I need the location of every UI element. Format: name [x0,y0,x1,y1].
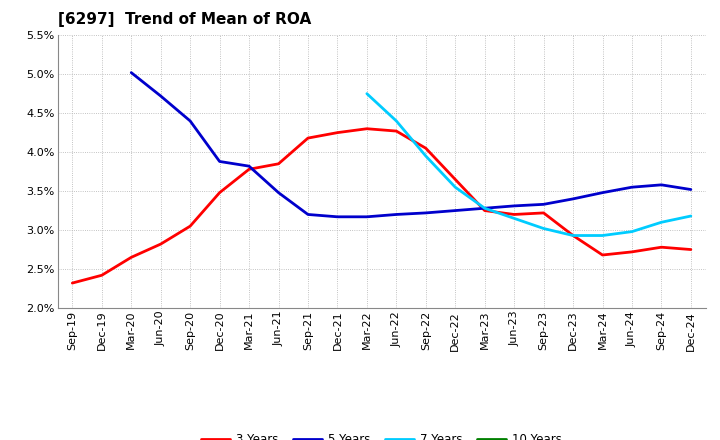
7 Years [569,233,577,238]
7 Years [392,118,400,124]
5 Years [392,212,400,217]
3 Years [539,210,548,216]
5 Years [363,214,372,220]
5 Years [156,93,165,99]
Line: 5 Years: 5 Years [131,73,691,217]
5 Years [186,118,194,124]
7 Years [657,220,666,225]
3 Years [480,208,489,213]
3 Years [363,126,372,132]
7 Years [539,226,548,231]
5 Years [304,212,312,217]
7 Years [628,229,636,234]
3 Years [304,136,312,141]
5 Years [127,70,135,75]
3 Years [127,255,135,260]
3 Years [186,224,194,229]
5 Years [274,190,283,195]
3 Years [421,146,430,151]
7 Years [480,205,489,211]
3 Years [156,242,165,247]
7 Years [598,233,607,238]
3 Years [569,233,577,238]
Line: 3 Years: 3 Years [72,129,691,283]
Text: [6297]  Trend of Mean of ROA: [6297] Trend of Mean of ROA [58,12,311,27]
3 Years [510,212,518,217]
5 Years [687,187,696,192]
5 Years [480,205,489,211]
Line: 7 Years: 7 Years [367,94,691,235]
7 Years [421,154,430,159]
5 Years [421,210,430,216]
5 Years [245,164,253,169]
5 Years [539,202,548,207]
7 Years [510,216,518,221]
3 Years [598,253,607,258]
7 Years [363,91,372,96]
3 Years [274,161,283,166]
3 Years [628,249,636,254]
3 Years [68,280,76,286]
3 Years [657,245,666,250]
3 Years [215,190,224,195]
5 Years [215,159,224,164]
3 Years [97,273,106,278]
5 Years [333,214,342,220]
5 Years [628,184,636,190]
7 Years [687,213,696,219]
5 Years [451,208,459,213]
Legend: 3 Years, 5 Years, 7 Years, 10 Years: 3 Years, 5 Years, 7 Years, 10 Years [197,429,567,440]
3 Years [333,130,342,135]
5 Years [510,203,518,209]
3 Years [451,177,459,182]
5 Years [657,182,666,187]
3 Years [392,128,400,134]
3 Years [687,247,696,252]
7 Years [451,184,459,190]
3 Years [245,167,253,172]
5 Years [569,196,577,202]
5 Years [598,190,607,195]
